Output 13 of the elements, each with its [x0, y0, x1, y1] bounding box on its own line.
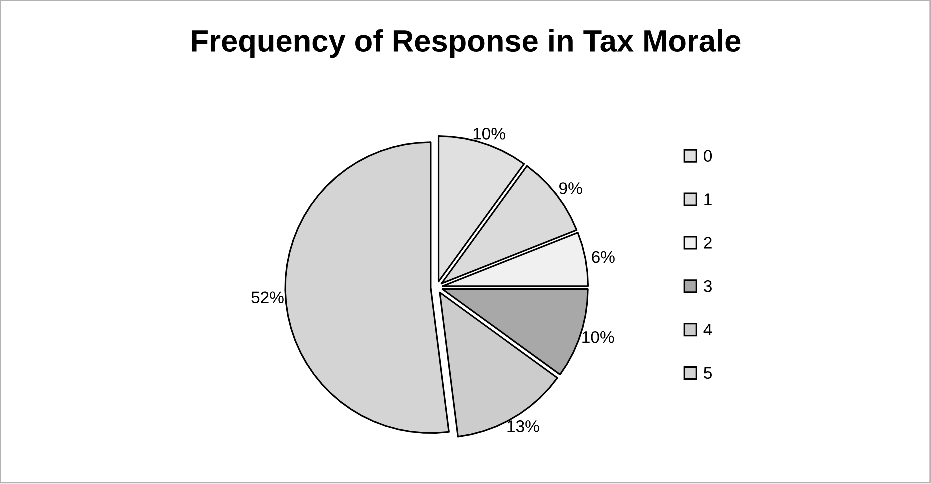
legend-label: 1	[704, 194, 712, 206]
legend-label: 4	[704, 324, 712, 336]
legend-label: 0	[704, 150, 712, 162]
data-label: 10%	[474, 128, 506, 140]
chart-title: Frequency of Response in Tax Morale	[192, 30, 741, 58]
data-label: 13%	[508, 420, 540, 433]
legend-label: 3	[704, 280, 712, 292]
data-label: 10%	[582, 332, 614, 344]
data-label: 9%	[560, 182, 582, 195]
legend-label: 2	[704, 237, 712, 249]
legend-label: 5	[704, 368, 712, 380]
data-label: 6%	[592, 251, 615, 264]
data-label: 52%	[252, 292, 284, 304]
